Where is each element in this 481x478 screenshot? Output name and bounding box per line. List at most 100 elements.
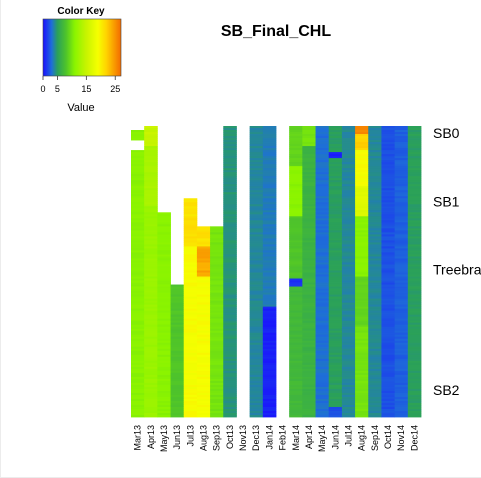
heatmap-cell: [341, 184, 356, 187]
heatmap-cell: [131, 206, 145, 209]
heatmap-cell: [157, 306, 171, 310]
heatmap-cell: [315, 402, 330, 406]
heatmap-cell: [302, 266, 316, 269]
heatmap-cell: [368, 256, 382, 259]
heatmap-cell: [355, 316, 369, 320]
heatmap-cell: [315, 246, 330, 249]
heatmap-cell: [131, 280, 145, 283]
heatmap-cell: [289, 370, 303, 374]
heatmap-cell: [341, 206, 356, 209]
heatmap-cell: [394, 142, 409, 145]
heatmap-cell: [315, 274, 330, 277]
heatmap-cell: [144, 314, 158, 318]
heatmap-cell: [262, 328, 277, 332]
heatmap-cell: [368, 304, 382, 308]
heatmap-cell: [289, 368, 303, 372]
heatmap-cell: [210, 246, 224, 249]
heatmap-cell: [262, 368, 277, 372]
heatmap-cell: [289, 284, 303, 287]
heatmap-cell: [394, 156, 409, 159]
heatmap-cell: [183, 300, 198, 304]
heatmap-cell: [144, 328, 158, 332]
heatmap-cell: [249, 128, 264, 131]
heatmap-cell: [407, 402, 422, 406]
heatmap-cell: [407, 228, 422, 231]
heatmap-cell: [249, 214, 264, 217]
heatmap-cell: [381, 394, 396, 398]
heatmap-cell: [223, 250, 237, 253]
heatmap-cell: [144, 226, 158, 229]
heatmap-cell: [355, 150, 369, 153]
heatmap-cell: [381, 284, 396, 287]
heatmap-cell: [368, 178, 382, 181]
heatmap-cell: [249, 172, 264, 175]
heatmap-cell: [368, 180, 382, 183]
heatmap-cell: [262, 198, 277, 201]
heatmap-cell: [196, 336, 211, 340]
heatmap-cell: [302, 314, 316, 318]
heatmap-cell: [262, 414, 277, 418]
heatmap-cell: [315, 196, 330, 199]
heatmap-cell: [289, 244, 303, 247]
heatmap-cell: [341, 186, 356, 189]
heatmap-cell: [170, 324, 185, 328]
heatmap-cell: [315, 264, 330, 267]
heatmap-cell: [394, 376, 409, 380]
heatmap-cell: [394, 214, 409, 217]
heatmap-cell: [262, 270, 277, 273]
heatmap-cell: [144, 298, 158, 301]
column-label: Jun13: [172, 425, 182, 450]
heatmap-cell: [223, 152, 237, 155]
heatmap-cell: [223, 238, 237, 241]
heatmap-cell: [341, 320, 356, 324]
heatmap-cell: [249, 340, 264, 344]
heatmap-cell: [368, 332, 382, 336]
heatmap-cell: [302, 272, 316, 275]
heatmap-cell: [407, 360, 422, 364]
heatmap-cell: [144, 244, 158, 247]
heatmap-cell: [381, 180, 396, 183]
heatmap-cell: [302, 182, 316, 185]
heatmap-cell: [355, 194, 369, 197]
heatmap-cell: [210, 282, 224, 285]
heatmap-cell: [249, 158, 264, 161]
heatmap-cell: [170, 408, 185, 412]
heatmap-cell: [262, 304, 277, 308]
heatmap-cell: [368, 140, 382, 143]
heatmap-cell: [262, 246, 277, 249]
heatmap-cell: [170, 316, 185, 320]
heatmap-cell: [262, 388, 277, 392]
heatmap-cell: [289, 222, 303, 225]
heatmap-cell: [196, 304, 211, 308]
heatmap-cell: [170, 338, 185, 342]
heatmap-cell: [302, 160, 316, 163]
heatmap-cell: [144, 134, 158, 137]
heatmap-cell: [144, 158, 158, 161]
heatmap-cell: [183, 256, 198, 259]
heatmap-cell: [144, 202, 158, 205]
heatmap-cell: [223, 374, 237, 378]
heatmap-cell: [289, 218, 303, 221]
heatmap-cell: [315, 192, 330, 195]
heatmap-cell: [394, 164, 409, 167]
heatmap-cell: [262, 206, 277, 209]
heatmap-cell: [289, 206, 303, 209]
heatmap-cell: [394, 238, 409, 241]
heatmap-cell: [249, 218, 264, 221]
heatmap-cell: [289, 188, 303, 191]
heatmap-cell: [144, 338, 158, 342]
heatmap-cell: [289, 298, 303, 301]
heatmap-cell: [157, 362, 171, 366]
heatmap-cell: [355, 272, 369, 275]
heatmap-cell: [131, 366, 145, 370]
heatmap-cell: [341, 408, 356, 412]
heatmap-cell: [302, 338, 316, 342]
heatmap-cell: [315, 412, 330, 416]
heatmap-cell: [196, 388, 211, 392]
heatmap-cell: [210, 342, 224, 346]
heatmap-cell: [289, 224, 303, 227]
heatmap-cell: [355, 126, 369, 129]
heatmap-cell: [196, 312, 211, 316]
heatmap-cell: [144, 262, 158, 265]
heatmap-cell: [302, 350, 316, 354]
